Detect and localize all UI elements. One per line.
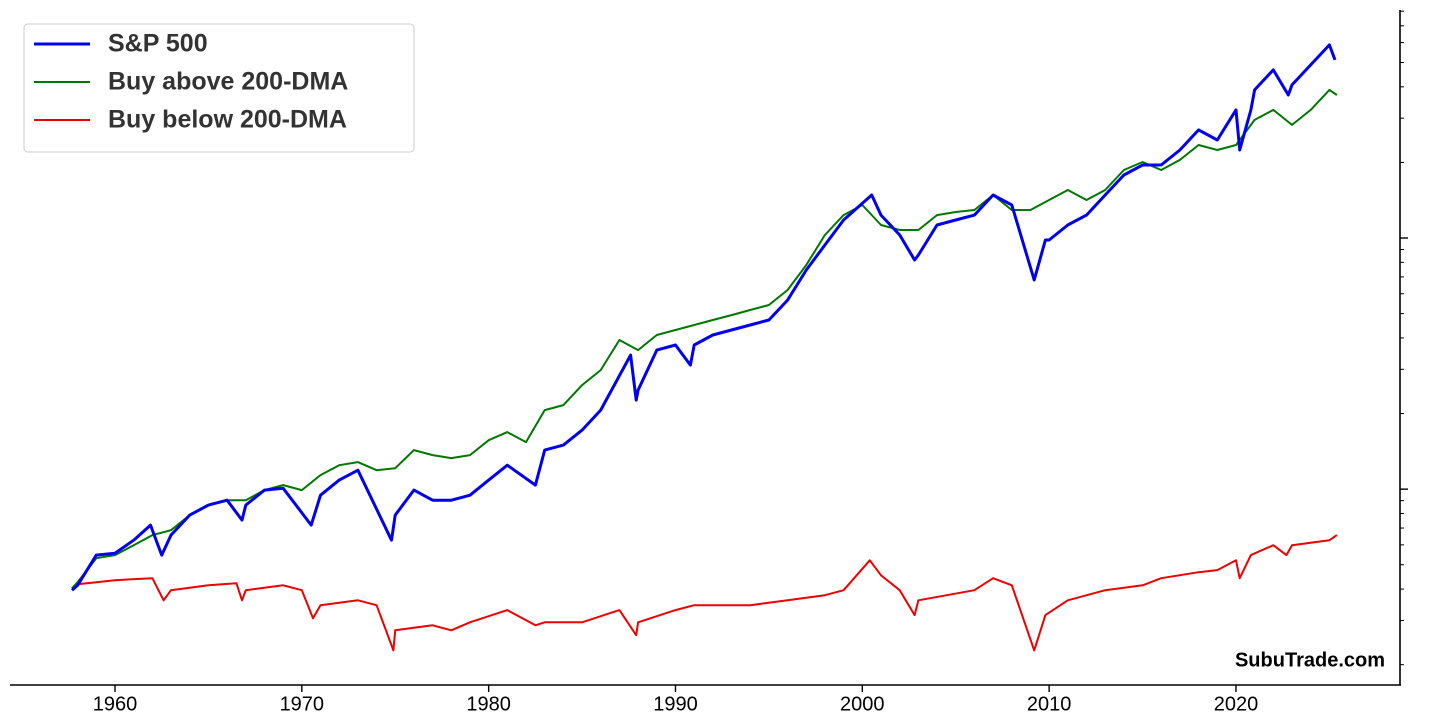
x-tick-label: 1960: [93, 693, 138, 715]
watermark: SubuTrade.com: [1235, 649, 1385, 671]
legend-label: Buy below 200-DMA: [108, 106, 347, 134]
x-tick-label: 1980: [466, 693, 511, 715]
series-line: [71, 88, 1338, 589]
x-tick-label: 2010: [1027, 693, 1072, 715]
x-tick-label: 1970: [280, 693, 325, 715]
legend-label: S&P 500: [108, 30, 208, 58]
x-tick-label: 2000: [840, 693, 885, 715]
x-tick-label: 2020: [1214, 693, 1259, 715]
legend-box: [23, 23, 415, 153]
series-line: [71, 534, 1338, 652]
legend-label: Buy above 200-DMA: [108, 68, 348, 96]
x-tick-label: 1990: [653, 693, 698, 715]
series-line: [71, 43, 1337, 592]
